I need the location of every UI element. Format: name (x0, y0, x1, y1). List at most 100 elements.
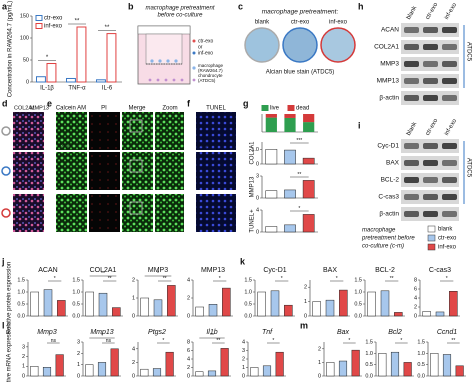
y-tick-label: 8 (414, 277, 417, 283)
bar (42, 367, 52, 377)
bar (167, 285, 176, 317)
blot-band (423, 143, 438, 149)
blot-row-label: COL2A1 (374, 44, 399, 51)
sig-label: ** (216, 338, 220, 344)
legend-swatch (427, 234, 436, 242)
chart-title: COL2A1 (90, 267, 117, 274)
chart-title: BAX (323, 267, 337, 274)
blot-row-label: ACAN (381, 27, 399, 34)
bar-segment (284, 117, 296, 132)
y-tick-label: 0.5 (354, 301, 362, 307)
bar (422, 311, 431, 317)
bar (165, 351, 174, 377)
sig-label: *** (296, 138, 302, 144)
bar-segment (303, 114, 315, 123)
sig-label: * (272, 338, 274, 344)
sig-label: * (46, 55, 49, 61)
bar (222, 287, 231, 317)
y-tick-label: 6 (187, 348, 190, 354)
sig-label: ** (108, 276, 112, 282)
micrographs (13, 112, 236, 232)
y-tick-label: 3 (242, 348, 245, 354)
blot-row-label: BCL-2 (381, 177, 400, 184)
dish-title: macrophage pretreatment: (262, 9, 339, 16)
blot-band (442, 44, 457, 50)
y-tick-label: 2 (187, 295, 190, 301)
chart-title: Tnf (262, 329, 273, 336)
chart-title: Cyc-D1 (263, 267, 286, 274)
bar (76, 26, 87, 83)
legend-swatch (427, 243, 436, 251)
panel-letter: g (243, 98, 249, 108)
y-tick-label: 100 (20, 35, 29, 41)
panel-letter: k (240, 256, 246, 266)
chart-title: Ccnd1 (437, 329, 457, 336)
y-tick-label: 0.5 (417, 362, 425, 368)
sig-label: ** (451, 338, 455, 344)
y-tick-label: 2 (132, 277, 135, 283)
bar (403, 362, 412, 377)
blot-band (404, 27, 419, 33)
bar-segment (303, 122, 315, 132)
y-tick-label: 0.0 (417, 373, 425, 379)
y-tick-label: 1 (304, 299, 307, 305)
y-tick-label: 1.0 (244, 289, 252, 295)
y-tick-label: 1 (77, 362, 80, 368)
sig-label: ns (51, 338, 57, 344)
bar (284, 149, 296, 165)
y-axis-label: COL2A1 (250, 141, 256, 165)
sig-label: ** (105, 25, 110, 31)
bar (394, 312, 403, 317)
blot-band (442, 61, 457, 67)
schematic-title: before co-culture (157, 13, 203, 19)
chart-title: Mmp13 (90, 329, 113, 336)
y-tick-label: 6 (414, 286, 417, 292)
bar (57, 300, 66, 317)
panel-letter: h (358, 1, 364, 11)
blot-band (423, 27, 438, 33)
legend-label: blank (438, 227, 453, 233)
cell-label: chondrocyte (198, 73, 223, 78)
bar (55, 354, 64, 377)
y-tick-label: 0 (256, 195, 259, 201)
blot-band (442, 143, 457, 149)
sig-label: * (281, 276, 283, 282)
y-tick-label: 1.5 (417, 339, 425, 345)
y-tick-label: 0 (187, 313, 190, 319)
scale-label: 50 µm (15, 143, 27, 148)
y-tick-label: 0.0 (354, 313, 362, 319)
bar (96, 79, 106, 83)
bar (449, 291, 458, 317)
y-axis-label: Concentration in RAW264.7 (pg/mL) (8, 1, 14, 98)
sig-label: * (219, 276, 221, 282)
y-tick-label: 0 (187, 373, 190, 379)
y-tick-label: 0 (242, 373, 245, 379)
chart-title: Mmp3 (37, 329, 57, 336)
cell-label: (ATDC5) (198, 78, 216, 83)
sig-label: ** (75, 19, 80, 25)
blot-row-label: MMP13 (377, 78, 400, 85)
bar (43, 289, 53, 317)
y-tick-label: 2 (304, 285, 307, 291)
stain-header: Merge (128, 106, 146, 112)
y-tick-label: 1.5 (244, 277, 252, 283)
y-tick-label: 0 (304, 313, 307, 319)
y-tick-label: 1.5 (17, 277, 25, 283)
chart-title: Ptgs2 (148, 329, 166, 336)
bar (367, 291, 376, 317)
bar (106, 33, 117, 83)
bar (220, 348, 229, 377)
legend-label: inf-exo (438, 245, 457, 251)
sig-label: ** (390, 276, 394, 282)
bar (351, 349, 360, 377)
bar (275, 351, 284, 377)
bar (97, 362, 107, 377)
blot-band (404, 194, 419, 200)
bar (195, 306, 204, 317)
bar (36, 76, 46, 83)
y-tick-label: 0 (26, 79, 29, 85)
stain-header: COL2A1 (14, 105, 35, 111)
y-tick-label: 2 (242, 356, 245, 362)
y-tick-label: 0.0 (365, 373, 373, 379)
bar (257, 291, 266, 317)
